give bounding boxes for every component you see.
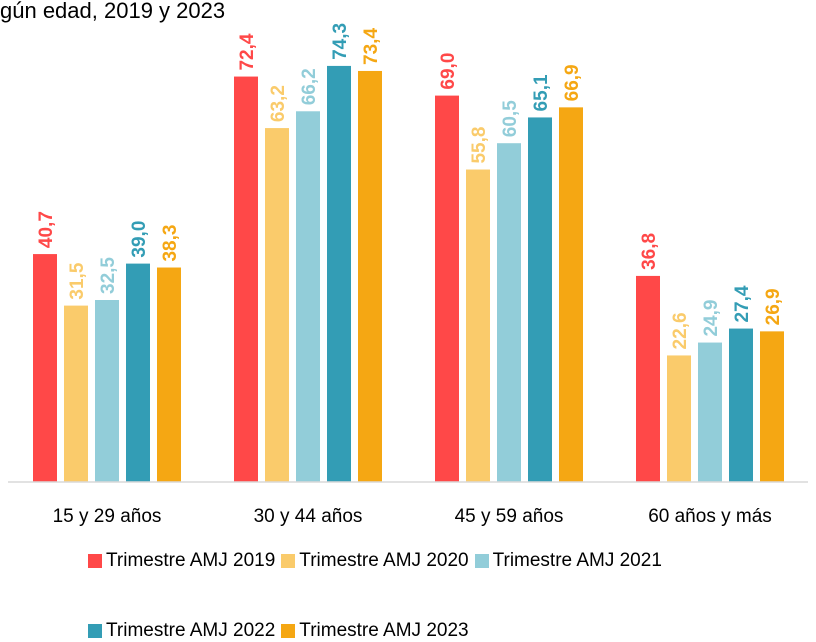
data-label-2-cat-1: 31,5 <box>67 262 88 299</box>
bar-2-cat-1 <box>64 305 88 482</box>
data-label-1-cat-4: 36,8 <box>639 233 660 270</box>
data-label-4-cat-3: 65,1 <box>531 74 552 111</box>
legend-label-2019: Trimestre AMJ 2019 <box>106 550 276 571</box>
data-label-5-cat-4: 26,9 <box>763 288 784 325</box>
legend-item-2023: Trimestre AMJ 2023 <box>281 620 469 642</box>
legend-swatch-2019 <box>88 554 102 568</box>
data-label-5-cat-3: 66,9 <box>562 64 583 101</box>
category-labels-layer: 15 y 29 años 30 y 44 años 45 y 59 años 60 a… <box>53 506 772 527</box>
bar-4-cat-1 <box>126 263 150 482</box>
bar-1-cat-3 <box>435 95 459 482</box>
legend-swatch-2020 <box>281 554 296 568</box>
data-label-4-cat-1: 39,0 <box>129 221 150 258</box>
bar-5-cat-2 <box>358 70 382 483</box>
data-label-4-cat-4: 27,4 <box>732 285 753 322</box>
bar-2-cat-4 <box>667 355 691 482</box>
category-label-3: 45 y 59 años <box>455 506 564 527</box>
data-label-2-cat-4: 22,6 <box>670 312 691 349</box>
bar-3-cat-4 <box>698 342 722 482</box>
category-label-2: 30 y 44 años <box>254 506 363 527</box>
bar-4-cat-3 <box>528 117 552 482</box>
data-label-3-cat-4: 24,9 <box>701 300 722 337</box>
legend-item-2020: Trimestre AMJ 2020 <box>281 550 469 572</box>
bar-4-cat-2 <box>327 65 351 483</box>
data-label-5-cat-1: 38,3 <box>160 225 181 262</box>
bar-chart: gún edad, 2019 y 2023 40,7 31,5 32,5 39,0 38… <box>0 0 808 527</box>
data-label-2-cat-2: 63,2 <box>268 85 289 122</box>
legend-label-2022: Trimestre AMJ 2022 <box>106 620 276 641</box>
data-label-1-cat-2: 72,4 <box>237 33 258 70</box>
legend-swatch-2021 <box>474 554 489 568</box>
legend: Trimestre AMJ 2019 Trimestre AMJ 2020 Tr… <box>88 550 788 642</box>
bar-2-cat-2 <box>265 128 289 482</box>
data-label-1-cat-1: 40,7 <box>36 211 57 248</box>
category-label-4: 60 años y más <box>648 506 772 527</box>
data-label-3-cat-2: 66,2 <box>299 68 320 105</box>
legend-label-2021: Trimestre AMJ 2021 <box>492 550 662 571</box>
chart-title: gún edad, 2019 y 2023 <box>0 0 225 23</box>
data-label-2-cat-3: 55,8 <box>469 127 490 164</box>
bar-1-cat-4 <box>636 275 660 482</box>
data-labels-layer: 40,7 31,5 32,5 39,0 38,3 72,4 63,2 66,2 74,3 73,4… <box>36 23 784 350</box>
bar-5-cat-3 <box>559 107 583 483</box>
legend-label-2023: Trimestre AMJ 2023 <box>299 620 469 641</box>
bar-3-cat-1 <box>95 300 119 482</box>
legend-item-2021: Trimestre AMJ 2021 <box>474 550 662 572</box>
data-label-3-cat-1: 32,5 <box>98 257 119 294</box>
bar-4-cat-4 <box>729 328 753 482</box>
legend-item-2022: Trimestre AMJ 2022 <box>88 620 275 642</box>
bar-1-cat-2 <box>234 76 258 482</box>
bar-5-cat-1 <box>157 267 181 482</box>
legend-swatch-2023 <box>281 624 296 638</box>
data-label-3-cat-3: 60,5 <box>500 100 521 137</box>
bar-3-cat-3 <box>497 143 521 482</box>
bar-5-cat-4 <box>760 331 784 482</box>
data-label-4-cat-2: 74,3 <box>330 23 351 60</box>
legend-label-2020: Trimestre AMJ 2020 <box>299 550 469 571</box>
data-label-1-cat-3: 69,0 <box>438 53 459 90</box>
legend-swatch-2022 <box>88 624 102 638</box>
legend-item-2019: Trimestre AMJ 2019 <box>88 550 275 572</box>
bar-3-cat-2 <box>296 111 320 482</box>
data-label-5-cat-2: 73,4 <box>361 28 382 65</box>
category-label-1: 15 y 29 años <box>53 506 162 527</box>
bar-2-cat-3 <box>466 169 490 482</box>
bar-1-cat-1 <box>33 254 57 482</box>
bars-layer <box>33 65 784 483</box>
